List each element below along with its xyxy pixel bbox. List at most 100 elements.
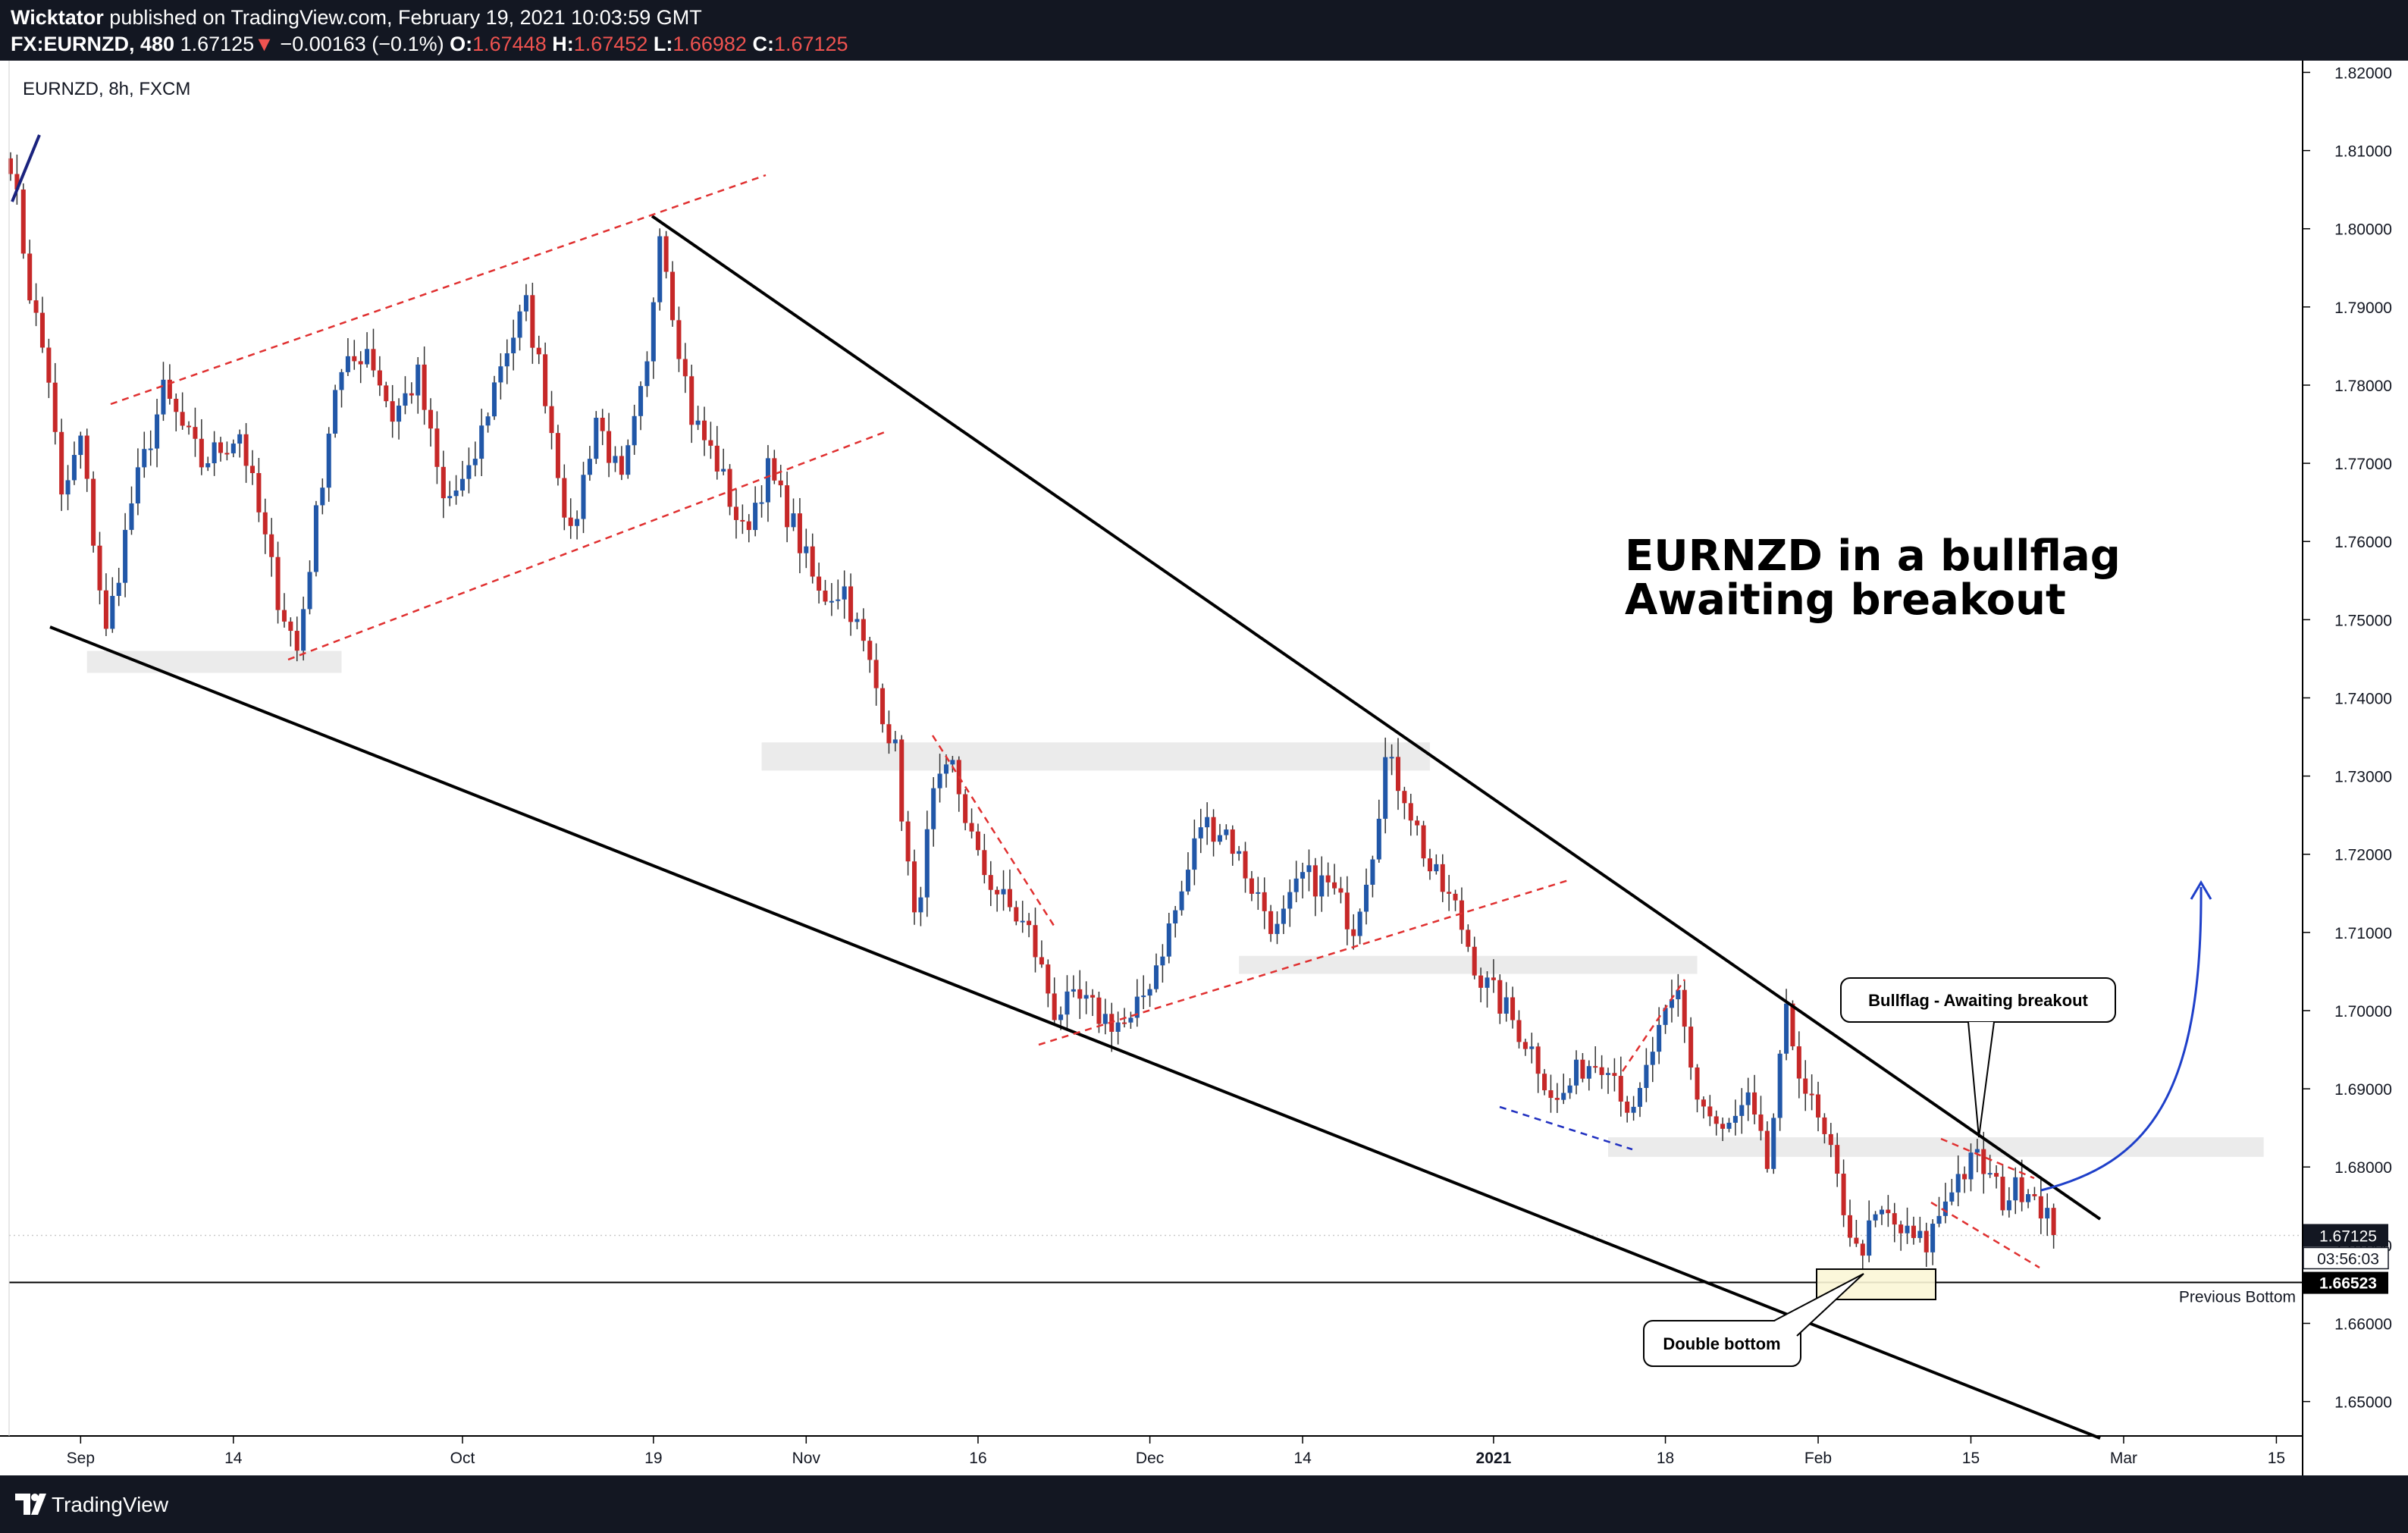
candle-body [905,821,911,862]
candle-body [1758,1114,1764,1131]
y-tick-label: 1.70000 [2334,1003,2392,1020]
y-tick-label: 1.72000 [2334,847,2392,864]
candle-body [167,379,172,399]
candle-body [199,438,204,468]
candle-body [212,442,217,464]
chart-title: EURNZD, 8h, FXCM [23,79,190,99]
candle-body [969,823,974,832]
candle-body [1707,1106,1713,1117]
candle-body [1535,1046,1541,1074]
candle-body [333,390,338,434]
candle-body [1981,1149,1986,1174]
candle-body [123,529,128,583]
candle-body [1033,925,1038,958]
candle-body [345,356,350,372]
low-value: 1.66982 [673,33,747,55]
candle-body [1351,929,1356,936]
candle-body [1395,757,1401,792]
candle-body [59,431,64,495]
candle-body [2006,1200,2011,1211]
candle-body [1650,1052,1655,1065]
candle-body [1205,817,1210,828]
publisher-name[interactable]: Wicktator [11,6,104,29]
candle-body [721,469,726,472]
footer-bar: TradingView [0,1475,2408,1533]
tradingview-logo-icon[interactable] [14,1491,47,1518]
candle-body [988,875,993,890]
candle-body [97,545,102,591]
candle-body [1306,865,1312,873]
candle-body [581,475,586,519]
candle-body [237,434,243,444]
y-tick-label: 1.82000 [2334,64,2392,82]
candle-body [1942,1201,1948,1216]
candle-body [1363,884,1369,912]
candle-body [1440,864,1445,892]
candle-body [911,861,917,913]
tradingview-brand[interactable]: TradingView [52,1493,169,1516]
candle-body [313,505,318,572]
candle-body [84,435,89,479]
y-tick-label: 1.77000 [2334,456,2392,473]
countdown-tag-text: 03:56:03 [2317,1250,2379,1268]
candle-body [1383,757,1388,819]
shaded-zone-3 [1239,955,1698,974]
x-tick-label: 14 [224,1450,243,1467]
candle-body [778,480,783,486]
price-change: −0.00163 (−0.1%) [280,33,444,55]
candle-body [352,356,357,362]
candle-body [262,512,268,535]
candle-body [491,382,497,417]
candle-body [1898,1224,1904,1234]
candle-body [1402,791,1407,804]
candle-body [103,590,108,629]
candlestick-chart[interactable]: Bullflag - Awaiting breakout Double botto… [0,61,2408,1475]
candle-body [504,353,510,367]
candle-body [836,599,841,601]
y-tick-label: 1.80000 [2334,221,2392,239]
candle-body [1599,1067,1604,1075]
x-tick-label: 14 [1293,1450,1312,1467]
candle-body [995,889,1000,895]
candle-body [810,546,815,577]
candle-body [1466,930,1471,947]
candle-body [1275,923,1280,934]
candle-body [1421,825,1426,859]
candle-body [1917,1230,1923,1238]
candle-body [1752,1092,1757,1115]
candle-body [116,582,121,596]
candle-body [1879,1209,1884,1215]
candle-body [963,794,968,823]
candle-body [1548,1090,1554,1099]
candle-body [1847,1215,1853,1238]
candle-body [1134,996,1140,1018]
candle-body [644,361,650,387]
candle-body [854,619,860,622]
candle-body [453,490,459,497]
candle-body [1338,888,1344,893]
candle-body [1027,920,1032,926]
candle-body [441,466,446,499]
candle-body [358,361,363,365]
candle-body [256,473,262,513]
x-tick-label: 18 [1657,1450,1674,1467]
candle-body [2051,1208,2056,1235]
candle-body [1567,1085,1572,1093]
candle-body [230,444,236,453]
callout-bullflag-pointer [1967,1021,1995,1138]
candle-body [193,427,198,439]
candle-body [390,401,395,422]
x-tick-label: 2021 [1476,1450,1512,1467]
candle-body [785,485,790,528]
candle-body [530,295,535,348]
candle-body [899,739,905,822]
candle-body [873,660,879,688]
candle-body [848,586,854,622]
candle-body [918,897,923,913]
candle-body [1192,838,1197,870]
candle-body [1083,995,1089,999]
candle-body [1809,1093,1814,1096]
x-tick-label: Feb [1804,1450,1832,1467]
chart-pane[interactable]: Bullflag - Awaiting breakout Double botto… [0,61,2408,1475]
candle-body [46,347,52,383]
